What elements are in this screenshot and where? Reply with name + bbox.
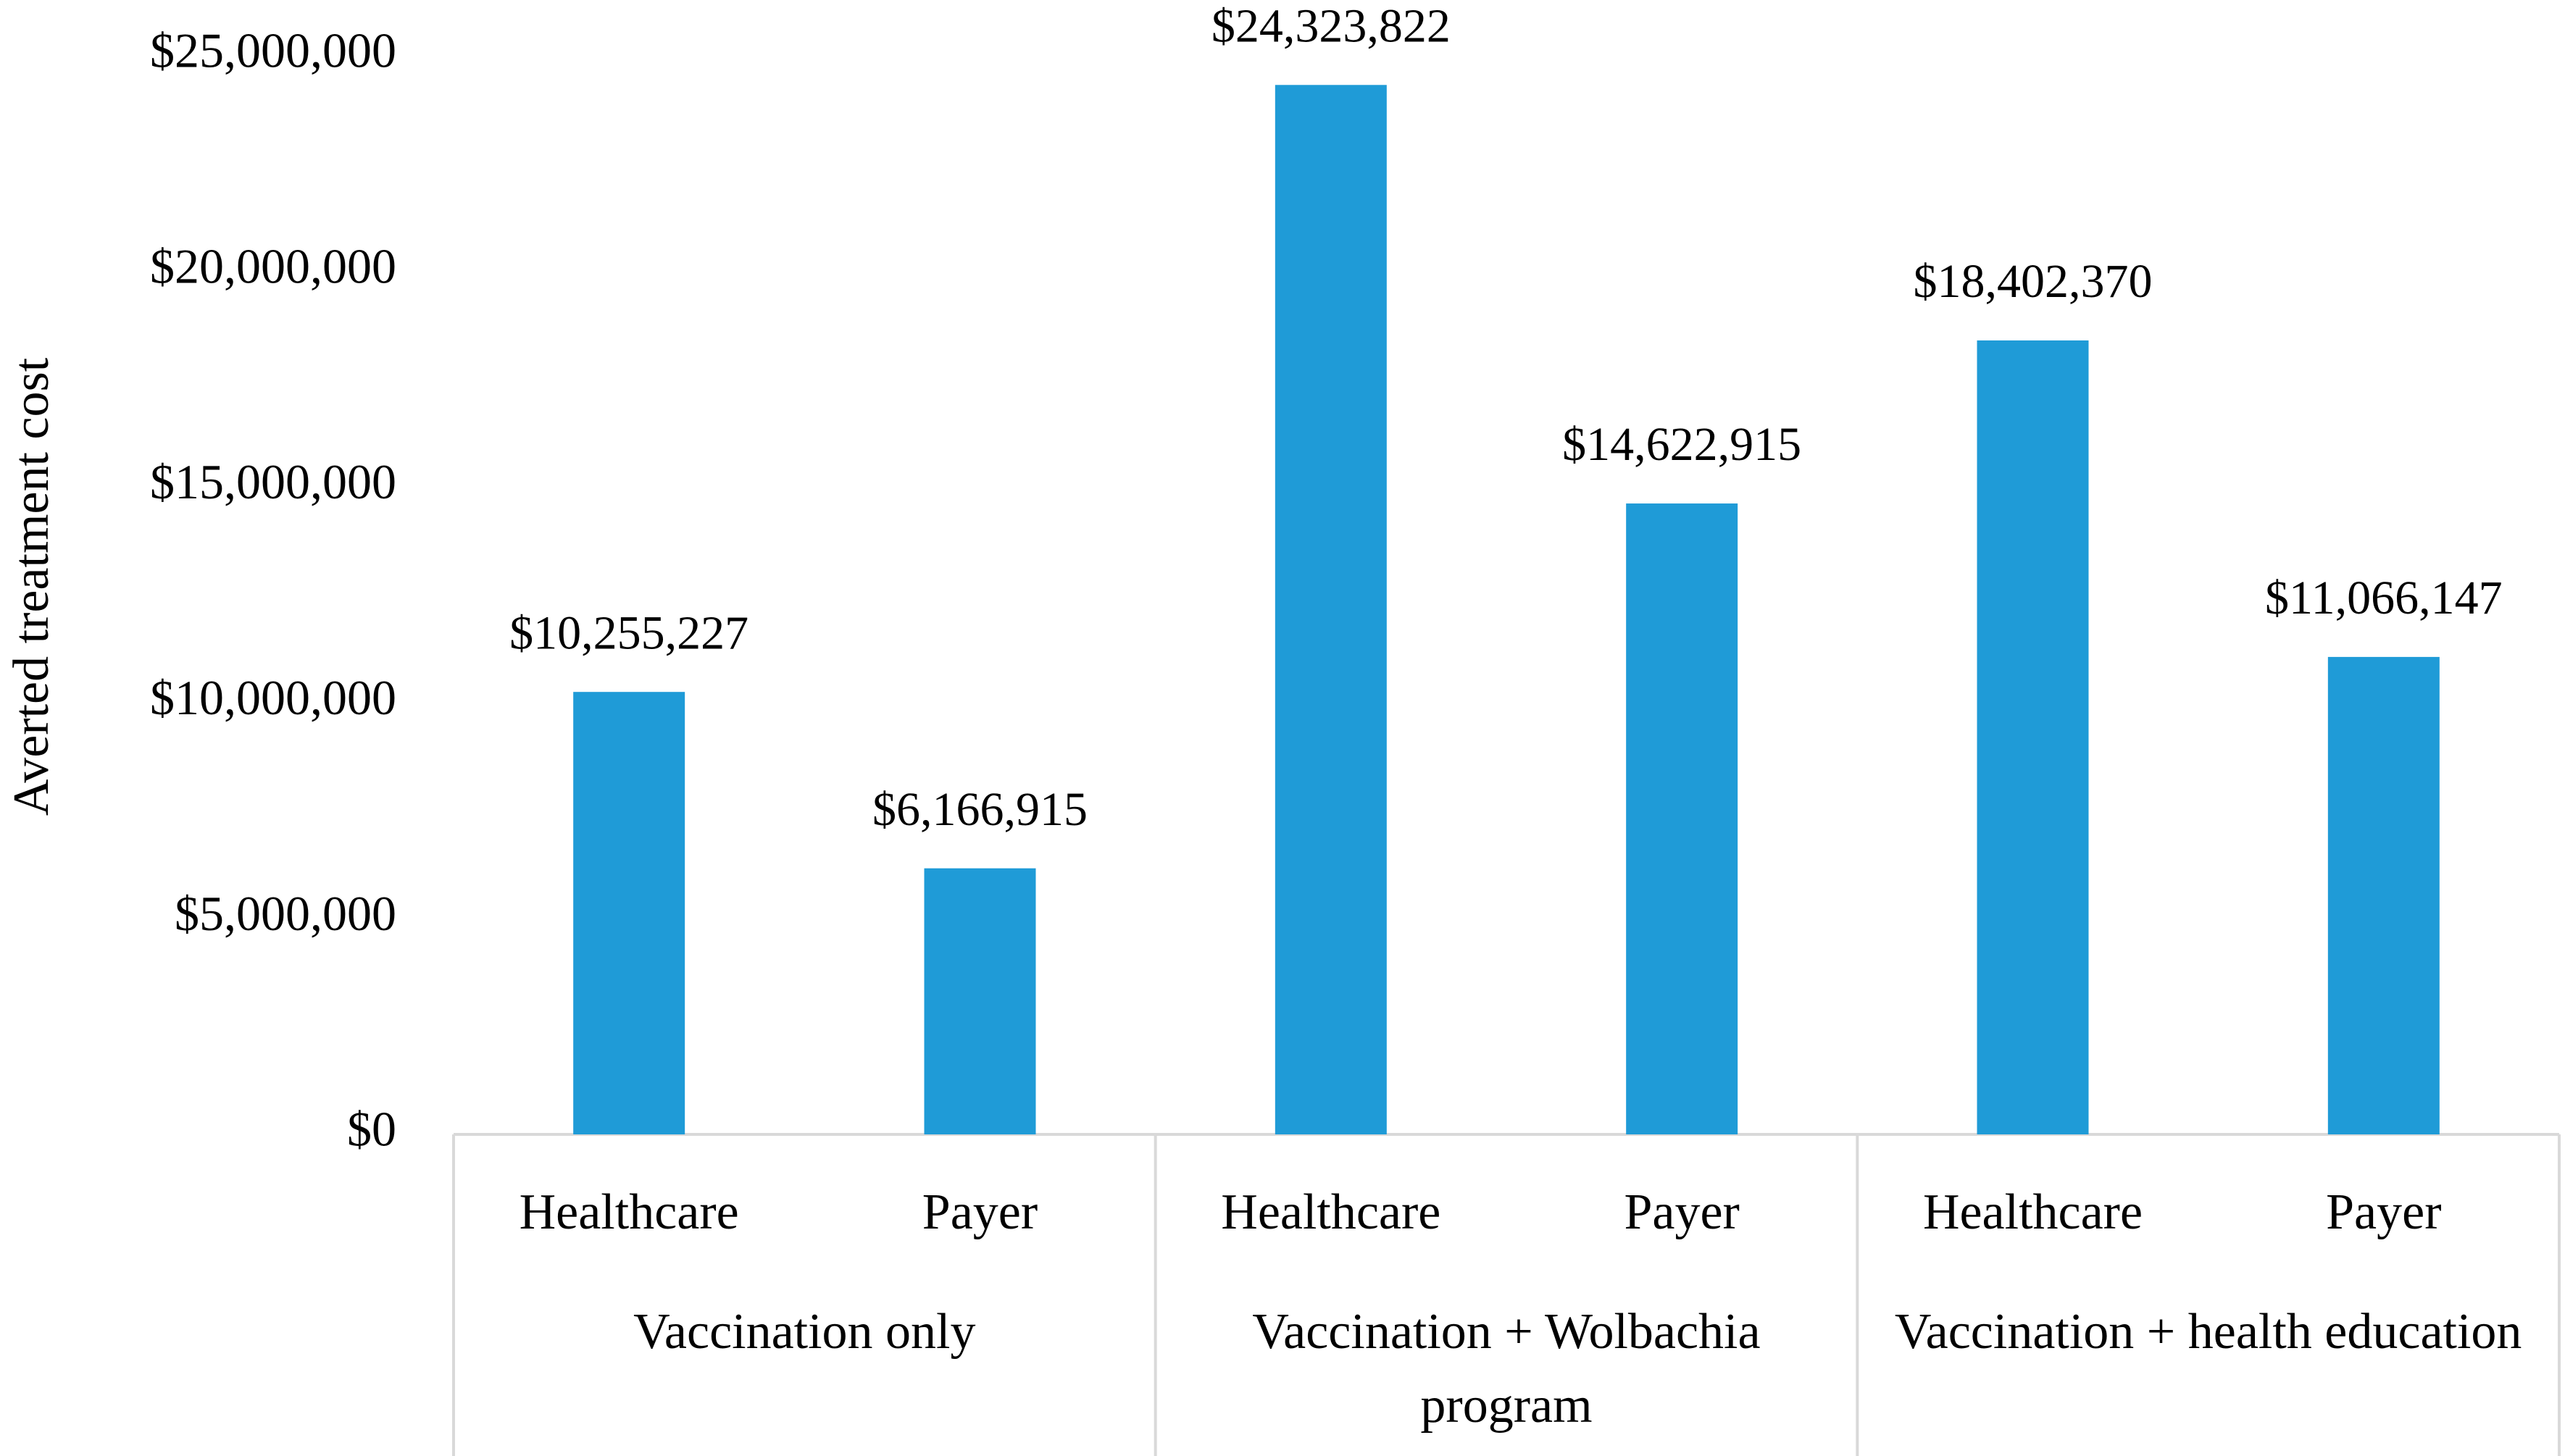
group-label: Vaccination + Wolbachia program bbox=[1252, 1304, 1761, 1434]
bar bbox=[573, 692, 685, 1134]
data-label: $6,166,915 bbox=[872, 783, 1088, 836]
y-tick-label: $0 bbox=[347, 1102, 396, 1157]
x-tick-label: Payer bbox=[2326, 1184, 2441, 1240]
group-label: Vaccination only bbox=[633, 1304, 976, 1360]
data-label: $11,066,147 bbox=[2265, 572, 2503, 624]
y-tick-label: $15,000,000 bbox=[150, 454, 396, 509]
data-label: $14,622,915 bbox=[1562, 418, 1801, 471]
y-tick-label: $5,000,000 bbox=[175, 886, 396, 941]
x-tick-label: Payer bbox=[1624, 1184, 1739, 1240]
data-label: $24,323,822 bbox=[1211, 0, 1451, 52]
y-tick-label: $25,000,000 bbox=[150, 23, 396, 78]
group-label: Vaccination + health education bbox=[1894, 1304, 2522, 1360]
x-tick-label: Healthcare bbox=[520, 1184, 739, 1240]
y-tick-label: $10,000,000 bbox=[150, 670, 396, 725]
bar bbox=[1275, 85, 1387, 1134]
bar bbox=[924, 868, 1036, 1134]
x-tick-label: Healthcare bbox=[1923, 1184, 2143, 1240]
bar bbox=[2327, 656, 2440, 1134]
x-tick-label: Payer bbox=[922, 1184, 1038, 1240]
data-label: $10,255,227 bbox=[509, 606, 748, 659]
y-axis-title: Averted treatment cost bbox=[4, 357, 59, 816]
bar bbox=[1626, 503, 1738, 1134]
bar bbox=[1977, 340, 2089, 1134]
x-tick-label: Healthcare bbox=[1221, 1184, 1440, 1240]
data-label: $18,402,370 bbox=[1914, 255, 2153, 308]
y-tick-label: $20,000,000 bbox=[150, 238, 396, 293]
